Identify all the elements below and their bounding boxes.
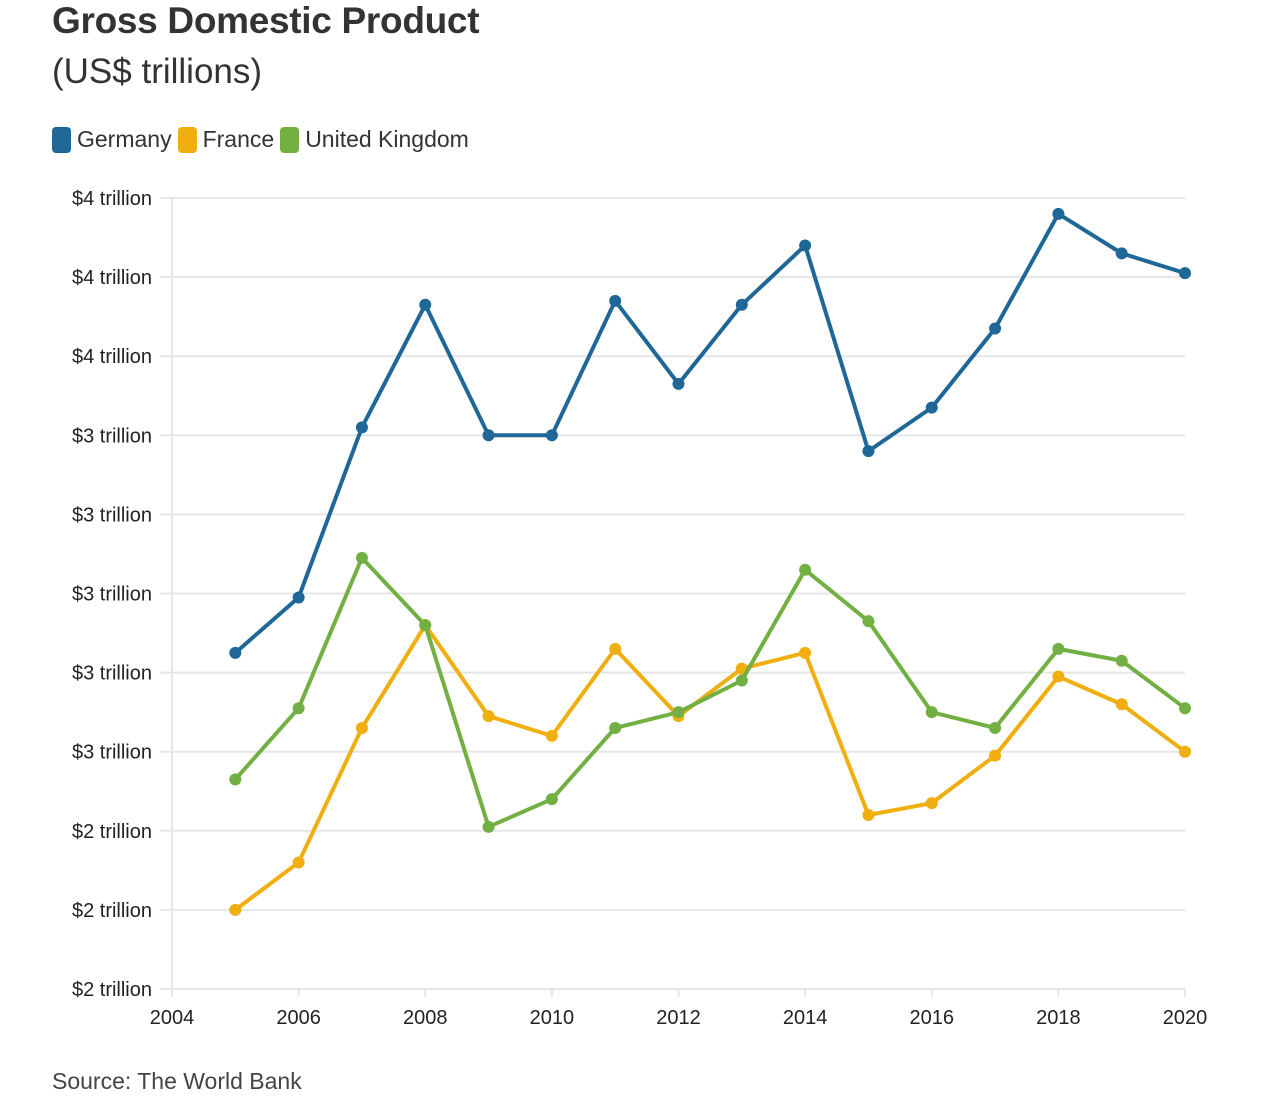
point-united-kingdom-2008[interactable]: [419, 619, 432, 632]
point-united-kingdom-2007[interactable]: [355, 551, 368, 564]
point-united-kingdom-2020[interactable]: [1179, 702, 1191, 715]
y-tick-label: $4 trillion: [72, 346, 152, 368]
chart-subtitle: (US$ trillions): [52, 52, 263, 91]
point-france-2006[interactable]: [292, 856, 305, 869]
y-tick-label: $4 trillion: [72, 188, 152, 210]
point-united-kingdom-2015[interactable]: [862, 615, 875, 628]
point-france-2019[interactable]: [1115, 698, 1128, 711]
x-axis: 2004 2006 2008 2010 2012 2014 2016 2018 2020: [150, 989, 1208, 1029]
point-united-kingdom-2009[interactable]: [482, 820, 495, 833]
point-germany-2017[interactable]: [989, 322, 1002, 335]
legend: Germany France United Kingdom: [52, 126, 475, 153]
point-germany-2018[interactable]: [1052, 207, 1065, 220]
x-tick-label: 2006: [276, 1007, 321, 1029]
point-germany-2007[interactable]: [355, 421, 368, 434]
point-germany-2011[interactable]: [609, 294, 622, 307]
point-france-2020[interactable]: [1179, 745, 1191, 758]
legend-label-germany: Germany: [77, 126, 172, 152]
y-tick-label: $2 trillion: [72, 821, 152, 843]
point-france-2017[interactable]: [989, 749, 1002, 762]
x-tick-label: 2008: [403, 1007, 448, 1029]
point-germany-2008[interactable]: [419, 298, 432, 311]
chart-title: Gross Domestic Product: [52, 0, 480, 41]
y-tick-label: $3 trillion: [72, 584, 152, 606]
point-france-2014[interactable]: [799, 646, 812, 659]
point-united-kingdom-2017[interactable]: [989, 721, 1002, 734]
legend-label-france: France: [202, 126, 275, 152]
line-united-kingdom: [233, 555, 1187, 829]
point-united-kingdom-2012[interactable]: [672, 706, 685, 719]
point-germany-2015[interactable]: [862, 445, 875, 458]
point-france-2016[interactable]: [925, 797, 938, 810]
point-france-2007[interactable]: [355, 721, 368, 734]
y-tick-label: $3 trillion: [72, 425, 152, 447]
legend-label-united-kingdom: United Kingdom: [305, 126, 469, 152]
point-france-2005[interactable]: [229, 903, 242, 916]
x-tick-label: 2016: [910, 1007, 955, 1029]
point-united-kingdom-2006[interactable]: [292, 702, 305, 715]
legend-swatch-germany: [52, 126, 71, 153]
legend-item-germany[interactable]: Germany: [52, 126, 172, 153]
x-tick-label: 2020: [1163, 1007, 1208, 1029]
point-germany-2006[interactable]: [292, 591, 305, 604]
y-axis: $2 trillion $2 trillion $2 trillion $3 tril…: [72, 188, 173, 1001]
legend-item-united-kingdom[interactable]: United Kingdom: [280, 126, 469, 153]
x-tick-label: 2018: [1036, 1007, 1081, 1029]
point-france-2009[interactable]: [482, 710, 495, 723]
point-germany-2009[interactable]: [482, 429, 495, 442]
series-germany: [229, 207, 1191, 659]
point-united-kingdom-2014[interactable]: [799, 563, 812, 576]
line-germany: [233, 211, 1187, 655]
point-united-kingdom-2011[interactable]: [609, 721, 622, 734]
y-tick-label: $3 trillion: [72, 504, 152, 526]
y-tick-label: $3 trillion: [72, 742, 152, 764]
line-france: [233, 623, 1187, 912]
series-france: [229, 619, 1191, 916]
point-france-2011[interactable]: [609, 642, 622, 655]
point-united-kingdom-2016[interactable]: [925, 706, 938, 719]
point-germany-2019[interactable]: [1115, 247, 1128, 260]
point-united-kingdom-2019[interactable]: [1115, 654, 1128, 667]
x-tick-label: 2004: [150, 1007, 195, 1029]
x-tick-label: 2010: [530, 1007, 575, 1029]
source-note: Source: The World Bank: [52, 1068, 302, 1094]
point-germany-2016[interactable]: [925, 401, 938, 414]
point-germany-2020[interactable]: [1179, 267, 1191, 280]
legend-swatch-united-kingdom: [280, 126, 300, 153]
point-germany-2013[interactable]: [735, 298, 748, 311]
point-germany-2005[interactable]: [229, 646, 242, 659]
point-france-2015[interactable]: [862, 808, 875, 821]
gridlines: [160, 197, 1185, 990]
y-tick-label: $3 trillion: [72, 663, 152, 685]
point-france-2010[interactable]: [545, 729, 558, 742]
point-germany-2010[interactable]: [545, 429, 558, 442]
point-united-kingdom-2005[interactable]: [229, 773, 242, 786]
series-united-kingdom: [229, 551, 1191, 833]
y-tick-label: $2 trillion: [72, 900, 152, 922]
y-tick-label: $2 trillion: [72, 979, 152, 1001]
y-tick-label: $4 trillion: [72, 267, 152, 289]
series-group: [229, 207, 1191, 916]
point-united-kingdom-2010[interactable]: [545, 793, 558, 806]
x-tick-label: 2012: [656, 1007, 701, 1029]
point-united-kingdom-2013[interactable]: [735, 674, 748, 687]
x-tick-label: 2014: [783, 1007, 828, 1029]
point-france-2018[interactable]: [1052, 670, 1065, 683]
point-germany-2012[interactable]: [672, 377, 685, 390]
point-united-kingdom-2018[interactable]: [1052, 642, 1065, 655]
point-germany-2014[interactable]: [799, 239, 812, 252]
legend-item-france[interactable]: France: [177, 126, 275, 153]
legend-swatch-france: [177, 126, 197, 153]
